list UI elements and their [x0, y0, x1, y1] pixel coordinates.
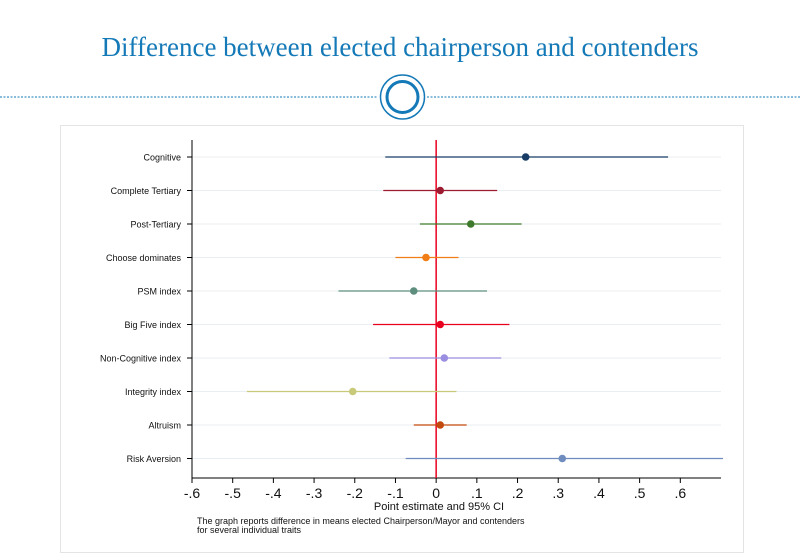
y-tick-label: Big Five index: [124, 320, 181, 330]
y-tick-label: Post-Tertiary: [130, 220, 181, 230]
x-tick-label: 0: [432, 485, 440, 501]
point-estimate: [422, 253, 430, 262]
point-estimate: [466, 220, 475, 228]
y-tick-label: Cognitive: [143, 153, 181, 163]
y-tick-label: Risk Aversion: [127, 454, 181, 464]
x-tick-label: .1: [471, 485, 483, 501]
y-tick-label: PSM index: [137, 287, 181, 297]
y-tick-label: Altruism: [148, 421, 181, 431]
point-estimate: [436, 320, 445, 329]
x-tick-label: .2: [512, 485, 524, 501]
x-axis-title: Point estimate and 95% CI: [374, 501, 504, 513]
x-tick-label: -.2: [347, 485, 364, 501]
divider-ring-inner: [385, 80, 420, 114]
point-estimate: [558, 454, 567, 463]
y-tick-label: Non-Cognitive index: [100, 354, 182, 364]
title-divider: [0, 74, 800, 120]
x-tick-label: .5: [634, 485, 646, 501]
x-tick-label: -.6: [184, 485, 201, 501]
chart-frame: -.6 -.5 -.4 -.3 -.2 -.1 0 .1 .2 .3 .4 .5 .6 Point est…: [60, 125, 744, 553]
x-tick-label: .4: [593, 485, 605, 501]
point-estimate: [348, 387, 357, 396]
x-tick-label: -.4: [265, 485, 282, 501]
chart-note: The graph reports difference in means el…: [197, 516, 525, 535]
y-tick-label: Integrity index: [125, 387, 182, 397]
y-tick-label: Choose dominates: [106, 253, 182, 263]
x-tick-label: .6: [674, 485, 686, 501]
y-tick-label: Complete Tertiary: [111, 186, 182, 196]
coefficient-plot: -.6 -.5 -.4 -.3 -.2 -.1 0 .1 .2 .3 .4 .5 .6 Point est…: [100, 140, 724, 513]
x-tick-label: -.1: [387, 485, 404, 501]
point-estimate: [440, 354, 449, 362]
point-estimate: [436, 186, 445, 195]
x-tick-label: .3: [552, 485, 564, 501]
point-estimate: [409, 287, 418, 295]
x-tick-label: -.3: [306, 485, 323, 501]
point-estimate: [521, 153, 530, 161]
slide-title: Difference between elected chairperson a…: [101, 32, 699, 62]
point-estimate: [436, 421, 445, 429]
x-tick-label: -.5: [225, 485, 242, 501]
